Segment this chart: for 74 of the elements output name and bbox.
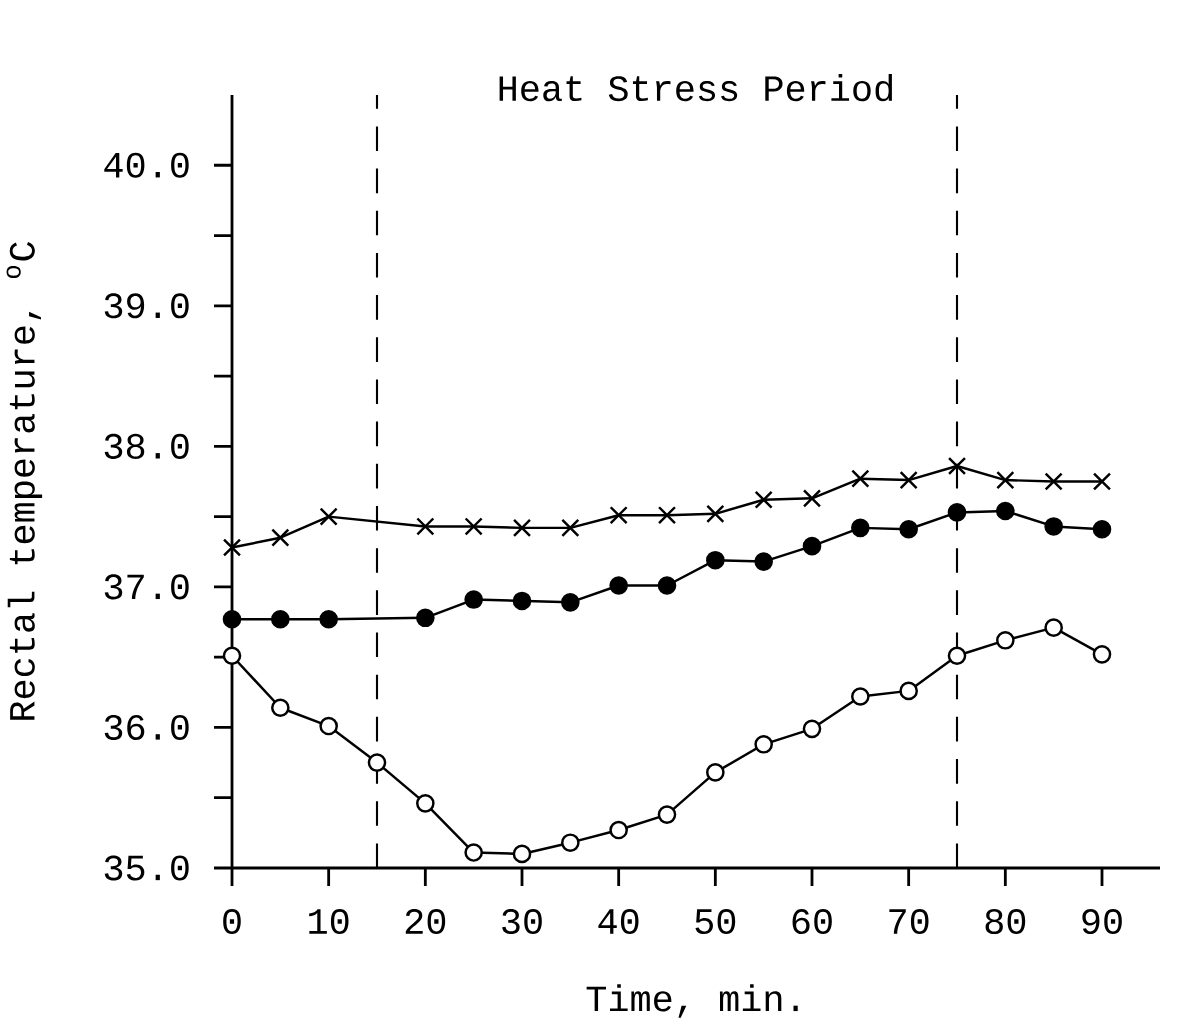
point <box>996 470 1015 490</box>
x-tick-label: 80 <box>985 908 1026 935</box>
point <box>464 517 483 536</box>
point <box>609 506 628 525</box>
y-tick-label: 40.0 <box>104 152 189 178</box>
point <box>367 753 387 772</box>
point <box>512 591 532 611</box>
point <box>754 734 773 754</box>
point <box>416 608 435 628</box>
x-tick-label: 70 <box>889 908 929 935</box>
point <box>802 719 822 739</box>
point <box>802 536 822 556</box>
point <box>1044 517 1063 536</box>
x-tick-label: 60 <box>792 908 832 935</box>
point <box>319 716 338 736</box>
point <box>996 630 1015 650</box>
point <box>851 518 870 538</box>
point <box>657 805 677 824</box>
point <box>609 820 628 840</box>
point <box>222 538 242 557</box>
x-tick-label: 30 <box>502 908 542 935</box>
point <box>754 552 773 571</box>
y-tick-label: 35.0 <box>104 855 189 881</box>
y-tick-label: 38.0 <box>104 433 189 459</box>
annotation: Heat Stress Period <box>499 74 893 102</box>
point <box>271 528 290 547</box>
point <box>657 506 677 525</box>
y-tick-label: 37.0 <box>104 574 189 600</box>
point <box>1044 618 1063 637</box>
x-tick-label: 0 <box>223 908 241 935</box>
x-tick-label: 40 <box>598 908 639 935</box>
point <box>561 593 580 612</box>
point <box>416 517 435 536</box>
point <box>947 646 967 666</box>
point <box>851 687 870 706</box>
y-tick-label: 39.0 <box>104 293 189 319</box>
point <box>1092 472 1112 491</box>
point <box>947 456 967 476</box>
x-tick-label: 90 <box>1082 908 1122 935</box>
point <box>899 470 918 490</box>
point <box>1092 519 1112 539</box>
point <box>464 843 483 862</box>
point <box>416 794 435 813</box>
point <box>657 576 677 595</box>
point <box>1092 645 1112 664</box>
point <box>271 609 290 629</box>
point <box>754 490 773 509</box>
point <box>222 646 242 666</box>
point <box>851 469 870 488</box>
x-axis-title: Time, min. <box>586 984 798 1018</box>
point <box>512 518 532 538</box>
point <box>899 519 918 539</box>
point <box>319 507 338 526</box>
point <box>899 681 918 701</box>
point <box>319 609 338 629</box>
point <box>609 576 628 595</box>
x-tick-label: 20 <box>405 908 446 935</box>
point <box>706 763 725 782</box>
point <box>271 698 290 718</box>
x-tick-label: 50 <box>695 908 736 935</box>
point <box>706 550 725 570</box>
point <box>1044 472 1063 491</box>
y-axis-title: Rectal temperature, $^{o}$C <box>6 241 43 720</box>
point <box>512 844 532 864</box>
point <box>222 609 242 629</box>
x-tick-label: 10 <box>309 908 349 935</box>
point <box>464 590 483 609</box>
y-tick-label: 36.0 <box>104 714 189 740</box>
point <box>706 504 725 523</box>
point <box>561 518 580 538</box>
point <box>802 489 822 508</box>
point <box>947 503 967 522</box>
point <box>996 501 1015 521</box>
point <box>561 833 580 852</box>
